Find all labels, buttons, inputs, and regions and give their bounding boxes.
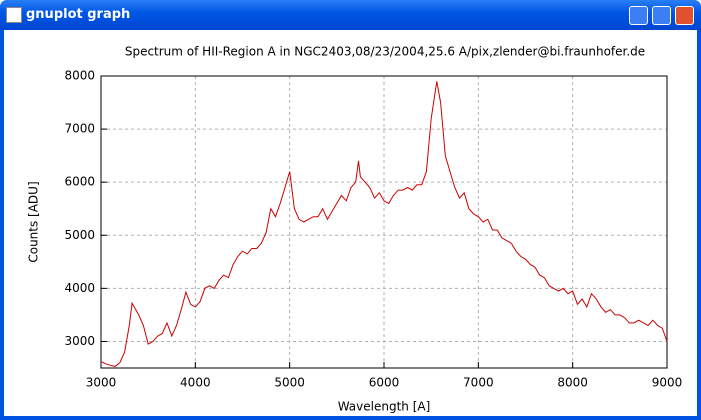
chart: Spectrum of HII-Region A in NGC2403,08/2… [27,45,683,414]
y-tick-label: 4000 [64,281,95,295]
x-axis-label: Wavelength [A] [338,400,431,414]
x-tick-label: 7000 [463,376,494,390]
maximize-button[interactable] [652,6,671,25]
client-area: Spectrum of HII-Region A in NGC2403,08/2… [4,30,697,416]
y-tick-label: 7000 [64,122,95,136]
x-tick-label: 8000 [557,376,588,390]
x-tick-label: 5000 [274,376,305,390]
x-tick-label: 6000 [369,376,400,390]
spectrum-line [100,81,668,367]
x-tick-label: 9000 [652,376,683,390]
window-title: gnuplot graph [26,7,131,22]
y-tick-label: 8000 [64,69,95,83]
y-tick-label: 6000 [64,175,95,189]
close-button[interactable] [675,6,694,25]
y-tick-label: 3000 [64,334,95,348]
x-tick-label: 4000 [180,376,211,390]
title-bar: gnuplot graph [0,0,701,30]
x-tick-label: 3000 [86,376,117,390]
y-tick-label: 5000 [64,228,95,242]
y-axis-label: Counts [ADU] [27,181,41,262]
plot-frame [100,75,668,369]
minimize-button[interactable] [629,6,648,25]
chart-title: Spectrum of HII-Region A in NGC2403,08/2… [125,45,645,59]
window-icon [6,7,22,23]
